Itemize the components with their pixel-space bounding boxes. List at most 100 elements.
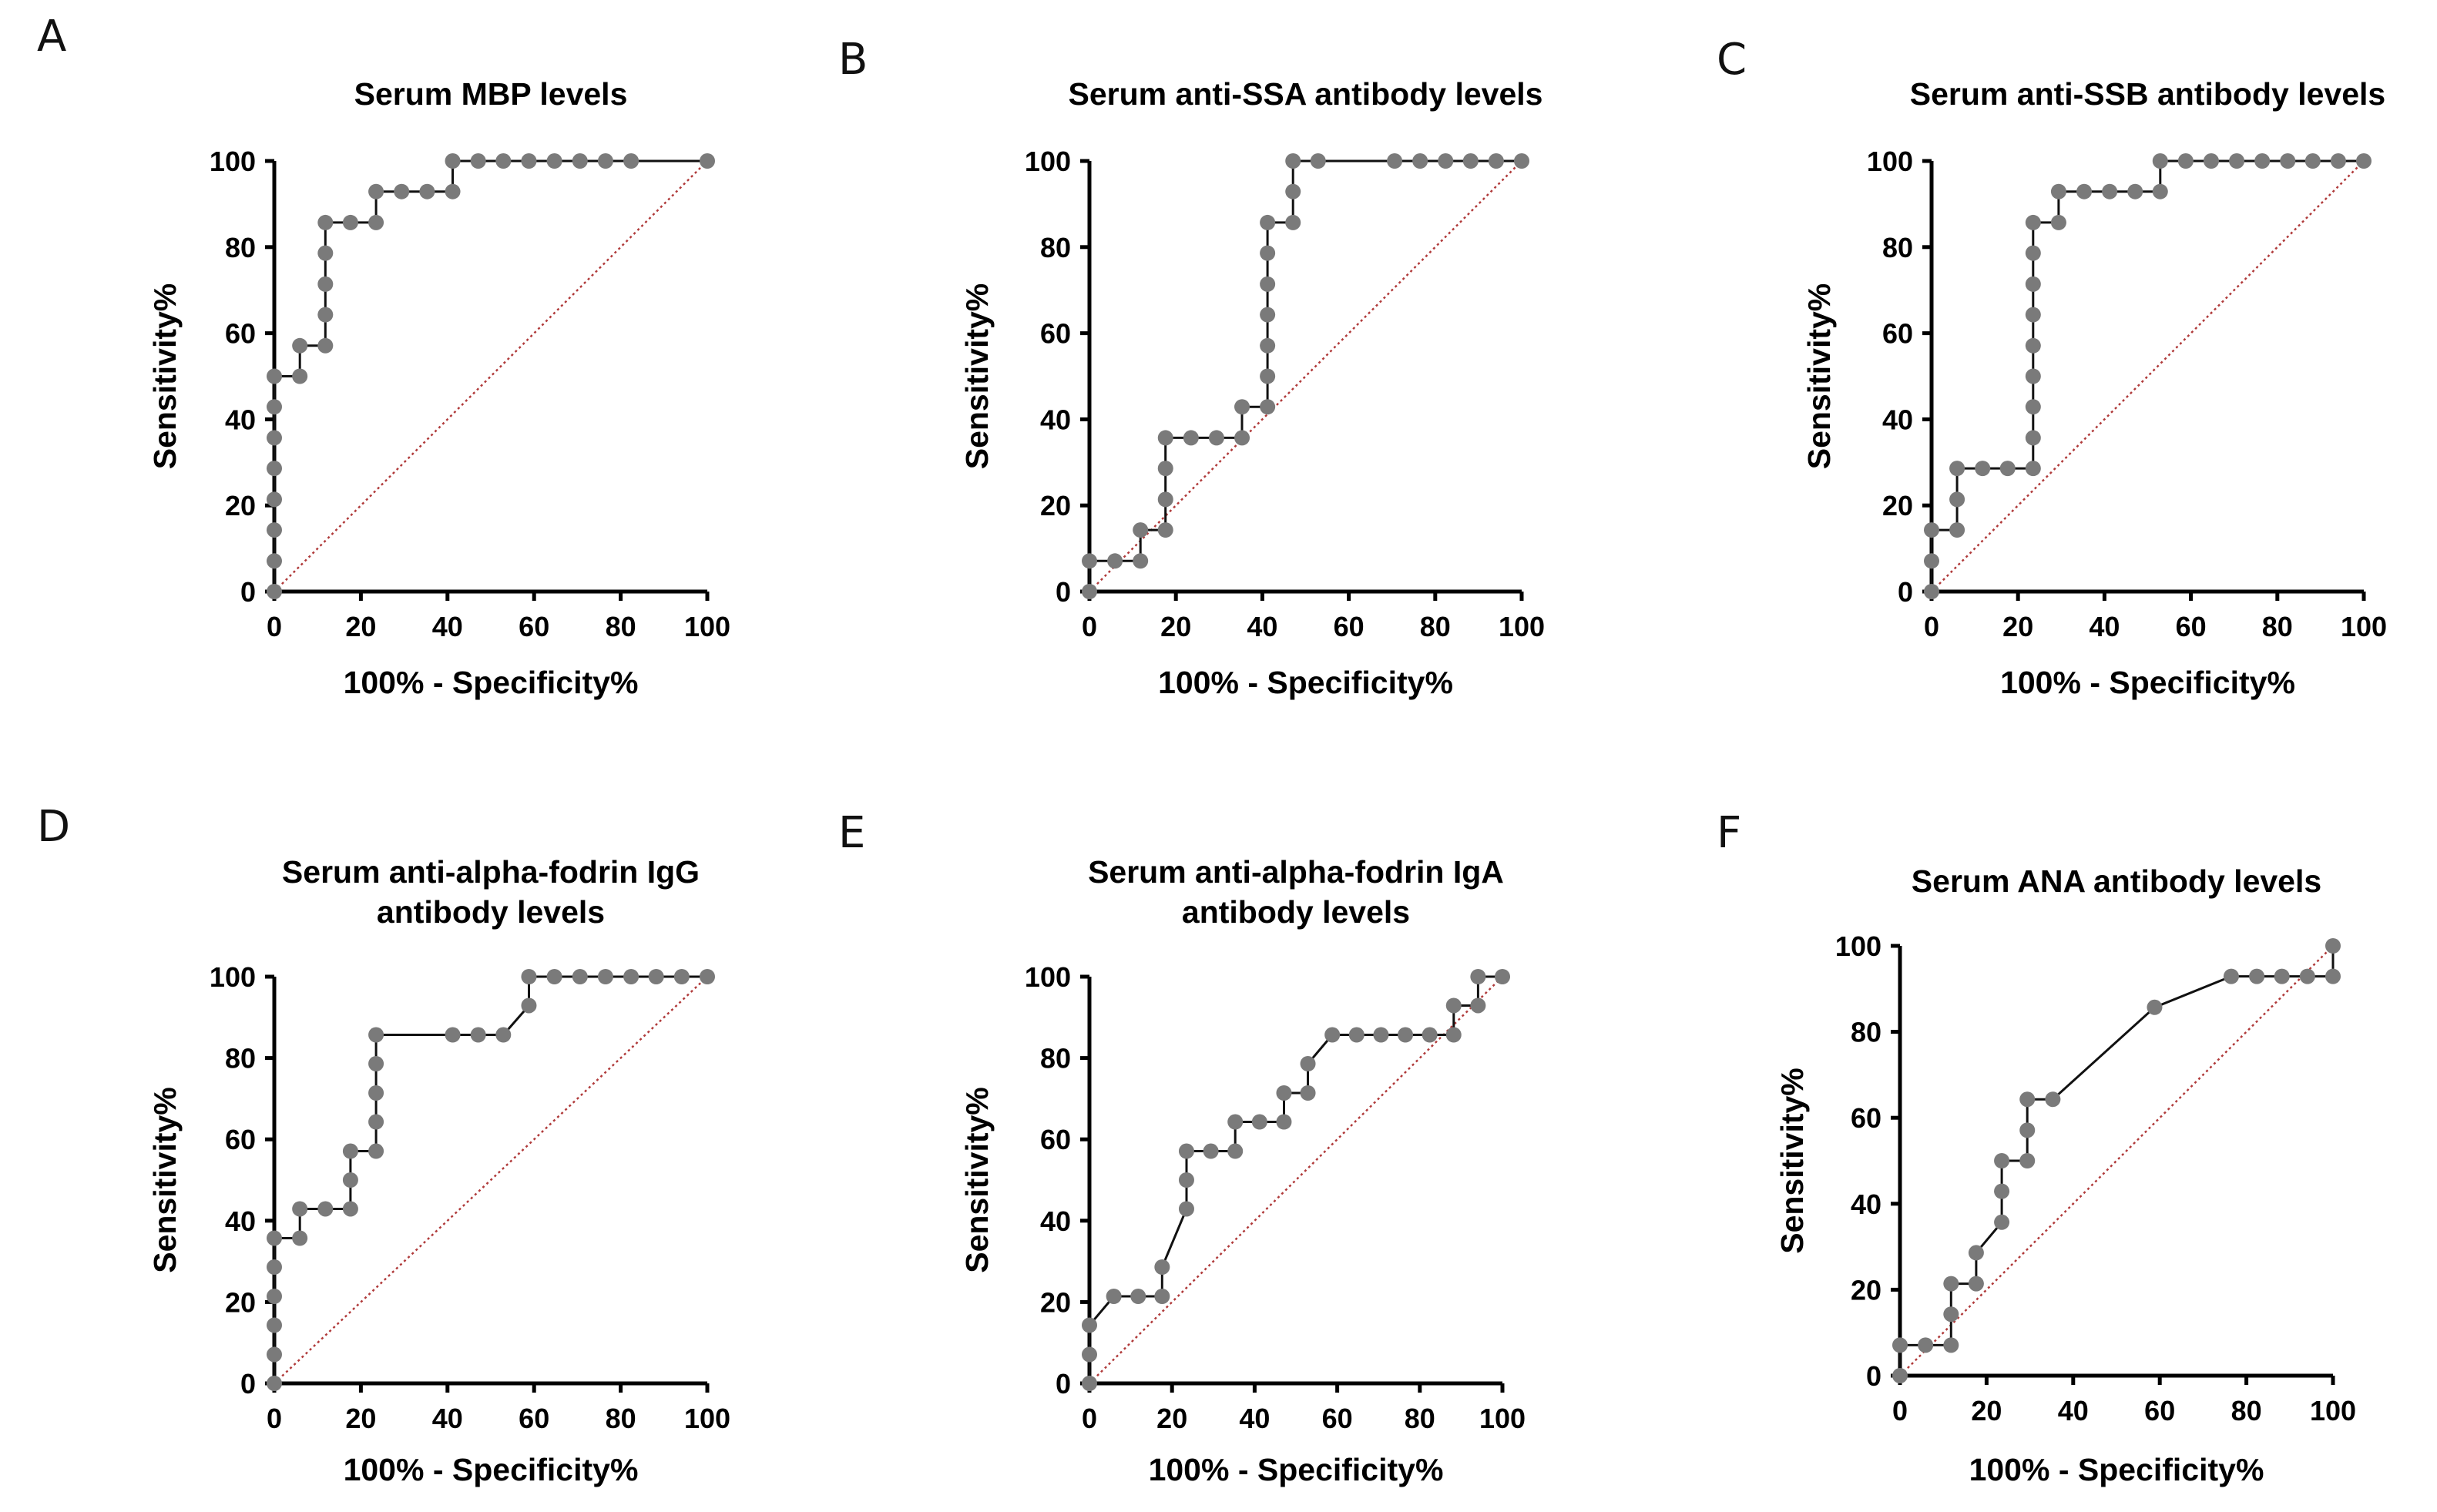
x-tick-label: 0 bbox=[267, 1403, 282, 1434]
roc-point bbox=[2025, 337, 2041, 354]
roc-point bbox=[700, 969, 715, 984]
x-tick-label: 80 bbox=[1420, 611, 1451, 642]
chart-title: antibody levels bbox=[1182, 894, 1410, 930]
roc-point bbox=[1445, 1027, 1462, 1043]
y-tick-label: 40 bbox=[1851, 1188, 1881, 1220]
roc-point bbox=[572, 153, 588, 169]
reference-diagonal bbox=[274, 976, 708, 1384]
roc-point bbox=[1260, 276, 1276, 292]
roc-point bbox=[2025, 461, 2041, 477]
roc-point bbox=[1943, 1276, 1959, 1292]
roc-point bbox=[1203, 1143, 1219, 1159]
roc-point bbox=[1300, 1055, 1316, 1071]
panel-letter: A bbox=[37, 12, 66, 62]
roc-point bbox=[1251, 1114, 1267, 1130]
roc-point bbox=[521, 969, 537, 984]
panel-letter: C bbox=[1717, 35, 1747, 85]
roc-point bbox=[546, 153, 562, 169]
roc-point bbox=[368, 1027, 384, 1043]
roc-point bbox=[597, 969, 613, 984]
x-axis-label: 100% - Specificity% bbox=[1158, 665, 1453, 700]
x-tick-label: 60 bbox=[2176, 611, 2207, 642]
roc-point bbox=[470, 153, 486, 169]
chart-title: Serum MBP levels bbox=[354, 76, 628, 112]
roc-point bbox=[1178, 1201, 1194, 1217]
roc-point bbox=[2050, 214, 2066, 230]
roc-point bbox=[2045, 1091, 2061, 1108]
roc-point bbox=[267, 368, 282, 384]
roc-point bbox=[368, 183, 384, 199]
roc-point bbox=[342, 214, 358, 230]
x-tick-label: 0 bbox=[1082, 611, 1097, 642]
roc-point bbox=[368, 1085, 384, 1101]
x-tick-label: 100 bbox=[684, 611, 730, 642]
roc-point bbox=[267, 461, 282, 477]
roc-point bbox=[267, 1230, 282, 1246]
y-tick-label: 100 bbox=[1835, 930, 1881, 962]
roc-point bbox=[1373, 1027, 1389, 1043]
roc-point bbox=[2325, 938, 2341, 954]
roc-point bbox=[267, 1346, 282, 1363]
roc-point bbox=[1260, 245, 1276, 261]
roc-point bbox=[1154, 1259, 1170, 1275]
y-axis-label: Sensitivity% bbox=[1801, 283, 1837, 470]
panel-letter: B bbox=[838, 35, 868, 85]
roc-point bbox=[1260, 399, 1276, 415]
roc-point bbox=[1285, 214, 1301, 230]
roc-point bbox=[1470, 969, 1486, 984]
roc-point bbox=[1943, 1306, 1959, 1323]
roc-point bbox=[368, 214, 384, 230]
roc-point bbox=[1285, 183, 1301, 199]
roc-point bbox=[267, 1259, 282, 1275]
roc-point bbox=[1107, 553, 1123, 569]
y-tick-label: 0 bbox=[1056, 576, 1071, 608]
y-axis-label: Sensitivity% bbox=[959, 283, 995, 470]
roc-point bbox=[1949, 491, 1965, 508]
y-tick-label: 100 bbox=[1025, 146, 1071, 177]
roc-point bbox=[470, 1027, 486, 1043]
x-tick-label: 80 bbox=[2262, 611, 2293, 642]
y-tick-label: 80 bbox=[225, 232, 256, 263]
x-tick-label: 20 bbox=[2002, 611, 2033, 642]
y-tick-label: 20 bbox=[1851, 1274, 1881, 1306]
panel-f: F Serum ANA antibody levels 0 20 40 60 80 100 0 2… bbox=[1717, 808, 2356, 1487]
roc-point bbox=[2025, 430, 2041, 446]
y-tick-label: 100 bbox=[210, 961, 256, 993]
roc-point bbox=[2229, 153, 2245, 169]
roc-point bbox=[2025, 368, 2041, 384]
roc-point bbox=[317, 307, 334, 323]
roc-point bbox=[1276, 1085, 1292, 1101]
y-tick-label: 60 bbox=[225, 318, 256, 350]
roc-point bbox=[1918, 1337, 1934, 1353]
roc-point bbox=[1438, 153, 1454, 169]
roc-point bbox=[267, 553, 282, 569]
roc-point bbox=[2127, 183, 2143, 199]
x-tick-label: 100 bbox=[1479, 1403, 1526, 1434]
roc-point bbox=[1924, 584, 1939, 599]
roc-point bbox=[2325, 968, 2341, 984]
roc-point bbox=[648, 969, 664, 984]
roc-point bbox=[2177, 153, 2194, 169]
x-tick-label: 40 bbox=[2089, 611, 2120, 642]
roc-point bbox=[597, 153, 613, 169]
panel-e: E Serum anti-alpha-fodrin IgA antibody lev… bbox=[838, 808, 1526, 1487]
roc-point bbox=[1892, 1368, 1908, 1383]
roc-point bbox=[368, 1143, 384, 1159]
y-tick-label: 40 bbox=[225, 404, 256, 435]
roc-point bbox=[2019, 1122, 2036, 1138]
roc-point bbox=[368, 1114, 384, 1130]
x-tick-label: 0 bbox=[267, 611, 282, 642]
y-tick-label: 20 bbox=[1040, 490, 1071, 521]
roc-point bbox=[368, 1055, 384, 1071]
y-tick-label: 20 bbox=[1040, 1286, 1071, 1318]
y-tick-label: 40 bbox=[225, 1205, 256, 1237]
roc-point bbox=[2025, 245, 2041, 261]
x-tick-label: 0 bbox=[1892, 1395, 1908, 1427]
roc-point bbox=[292, 1230, 308, 1246]
roc-point bbox=[546, 969, 562, 984]
roc-point bbox=[1324, 1027, 1341, 1043]
roc-point bbox=[1082, 584, 1097, 599]
roc-point bbox=[317, 337, 334, 354]
roc-point bbox=[1412, 153, 1428, 169]
y-tick-label: 0 bbox=[240, 1368, 256, 1400]
